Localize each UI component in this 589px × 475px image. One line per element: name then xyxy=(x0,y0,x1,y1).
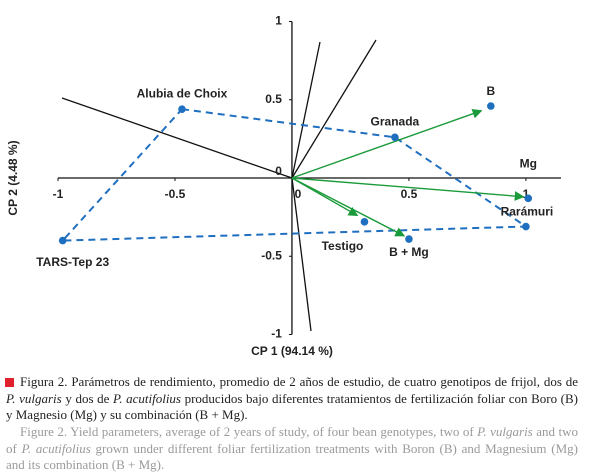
point xyxy=(522,222,530,231)
treatment-arrow xyxy=(291,177,406,237)
caption-text: P. acutifolius xyxy=(21,440,91,456)
x-tick-label: 1 xyxy=(523,187,530,201)
y-axis-label: CP 2 (4.48 %) xyxy=(6,140,20,215)
caption-text: P. vulgaris xyxy=(6,390,62,406)
loading-line xyxy=(291,41,321,179)
point-label: Testigo xyxy=(322,239,364,253)
caption-text: Figura 2. Parámetros de rendimiento, pro… xyxy=(20,374,578,389)
caption-text: P. vulgaris xyxy=(477,424,533,439)
point xyxy=(391,133,399,142)
point xyxy=(487,102,495,110)
point-label: Rarámuri xyxy=(501,205,554,219)
loading-line xyxy=(291,177,312,332)
point-label: Alubia de Choix xyxy=(137,86,228,100)
y-tick-label: 0 xyxy=(275,164,282,178)
treatment-arrow xyxy=(291,109,483,179)
caption-text: producidos bajo diferentes tratamientos … xyxy=(6,390,578,423)
x-tick-label: 0.5 xyxy=(401,187,418,201)
point-label: Mg xyxy=(520,157,537,171)
caption-en: Figure 2. Yield parameters, average of 2… xyxy=(6,424,578,474)
caption-text: P. acutifolius xyxy=(112,390,181,406)
point-label: TARS-Tep 23 xyxy=(36,255,109,269)
caption-text: grown under different foliar fertilizati… xyxy=(6,440,578,473)
y-tick-label: 0.5 xyxy=(265,92,282,106)
point-label: B xyxy=(486,84,495,98)
caption-marker xyxy=(5,378,14,387)
caption-es: Figura 2. Parámetros de rendimiento, pro… xyxy=(6,374,578,424)
y-tick-label: 1 xyxy=(275,14,282,28)
caption-text: y dos de xyxy=(61,390,113,406)
y-tick-label: -0.5 xyxy=(261,248,282,262)
point xyxy=(58,236,67,245)
treatment-arrow xyxy=(291,177,525,201)
loading-lines xyxy=(61,39,377,332)
point xyxy=(178,105,186,113)
point xyxy=(405,235,413,243)
x-tick-label: -1 xyxy=(53,187,64,201)
x-axis-label: CP 1 (94.14 %) xyxy=(251,344,333,358)
x-tick-label: -0.5 xyxy=(165,187,186,201)
point xyxy=(360,218,369,226)
loading-line xyxy=(291,39,377,179)
caption-text: Figure 2. Yield parameters, average of 2… xyxy=(20,424,478,439)
chart: CP 1 (94.14 %) CP 2 (4.48 %) -1 -0.5 0 0.5 1… xyxy=(6,14,561,358)
point-label: B + Mg xyxy=(389,245,429,259)
loading-line xyxy=(61,97,293,179)
y-tick-label: -1 xyxy=(271,327,282,341)
caption-text: and two of xyxy=(6,424,578,456)
point-label: Granada xyxy=(371,114,420,128)
point xyxy=(524,194,533,203)
x-tick-label: 0 xyxy=(295,187,302,201)
